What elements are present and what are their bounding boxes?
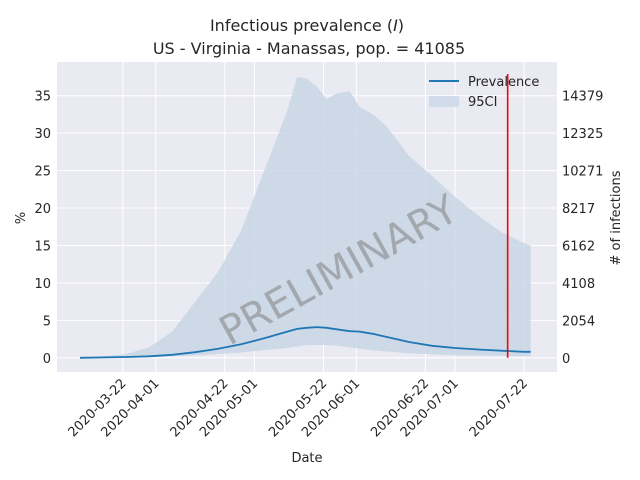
chart-title-line2: US - Virginia - Manassas, pop. = 41085 [153, 39, 465, 58]
y2-tick-label: 14379 [562, 90, 603, 105]
y2-tick-label: 12325 [562, 127, 603, 142]
y-axis-left: 0 5 10 15 20 25 30 35 [34, 90, 51, 367]
y-tick-label: 10 [34, 277, 51, 292]
y2-tick-label: 4108 [562, 277, 595, 292]
x-axis-label: Date [291, 451, 322, 466]
y2-tick-label: 0 [562, 352, 570, 367]
y-tick-label: 20 [34, 202, 51, 217]
y2-tick-label: 2054 [562, 314, 595, 329]
x-tick-label: 2020-07-22 [467, 376, 531, 440]
y2-axis-label: # of infections [609, 170, 624, 265]
y-axis-right: 0 2054 4108 6162 8217 10271 12325 14379 [562, 90, 603, 367]
legend-95ci-label: 95CI [468, 95, 497, 110]
prevalence-line [79, 326, 531, 359]
y-tick-label: 5 [43, 314, 51, 329]
y-tick-label: 35 [34, 90, 51, 105]
y-tick-label: 30 [34, 127, 51, 142]
y-axis-label: % [14, 212, 29, 224]
y2-tick-label: 6162 [562, 239, 595, 254]
y-tick-label: 0 [43, 352, 51, 367]
y-tick-label: 15 [34, 239, 51, 254]
ci-band [80, 77, 531, 358]
legend-prevalence-label: Prevalence [468, 75, 539, 90]
y2-tick-label: 8217 [562, 202, 595, 217]
legend-95ci-swatch [429, 96, 459, 107]
y-tick-label: 25 [34, 165, 51, 180]
legend: Prevalence 95CI [429, 75, 539, 110]
chart-title-line1: Infectious prevalence (I) [210, 16, 404, 35]
y2-tick-label: 10271 [562, 165, 603, 180]
ci-band-layer [80, 77, 531, 358]
line-layer [79, 326, 531, 359]
